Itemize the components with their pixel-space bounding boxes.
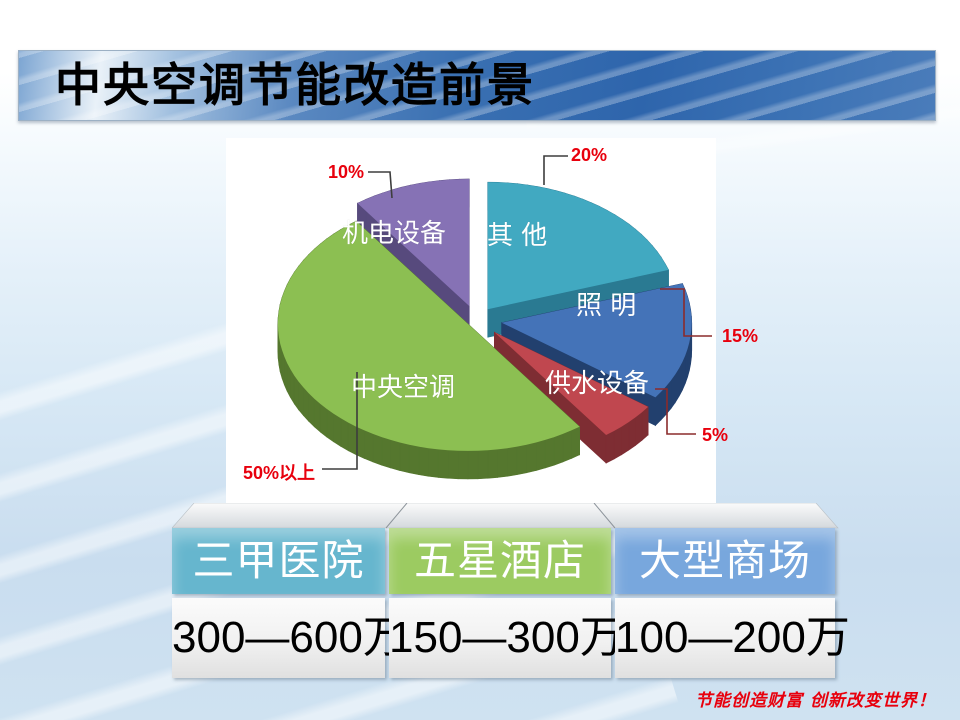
footer-slogan: 节能创造财富 创新改变世界！ [695, 691, 936, 711]
callout-line-5pct [655, 388, 696, 435]
page-title: 中央空调节能改造前景 [55, 58, 535, 112]
table-value-hospital: 300—600万 [172, 598, 407, 678]
callout-10pct: 10% [328, 162, 365, 182]
slice-label-qita: 其 他 [487, 221, 548, 251]
table-value-mall: 100—200万 [615, 598, 850, 678]
callout-5pct: 5% [702, 425, 729, 445]
slice-label-gongshui: 供水设备 [545, 369, 650, 399]
table-column-mall: 大型商场 100—200万 [615, 528, 850, 678]
banner-sky-texture [19, 51, 935, 120]
callout-line-15pct [660, 288, 712, 337]
title-banner: 中央空调节能改造前景 [18, 50, 936, 121]
pie-slices [277, 178, 693, 480]
pie-chart [277, 155, 712, 480]
callout-line-10pct [368, 171, 393, 199]
callout-50pct: 50%以上 [243, 463, 316, 483]
table-column-hospital: 三甲医院 300—600万 [172, 528, 407, 678]
table-value-hotel: 150—300万 [389, 598, 624, 678]
slice-label-jidian: 机电设备 [342, 219, 447, 249]
callout-line-20pct [543, 155, 568, 185]
slice-label-zhaoming: 照 明 [576, 291, 637, 321]
slice-label-zhongyang: 中央空调 [351, 373, 456, 403]
callout-20pct: 20% [571, 145, 608, 165]
table-roof [172, 503, 839, 529]
table-header-hospital: 三甲医院 [172, 528, 385, 594]
callout-15pct: 15% [722, 326, 759, 346]
table-header-hotel: 五星酒店 [389, 528, 611, 594]
summary-table: 三甲医院 300—600万 五星酒店 150—300万 大型商场 100—200… [172, 503, 850, 679]
table-column-hotel: 五星酒店 150—300万 [389, 528, 624, 678]
callout-line-50pct [322, 372, 358, 470]
table-header-mall: 大型商场 [615, 528, 835, 594]
